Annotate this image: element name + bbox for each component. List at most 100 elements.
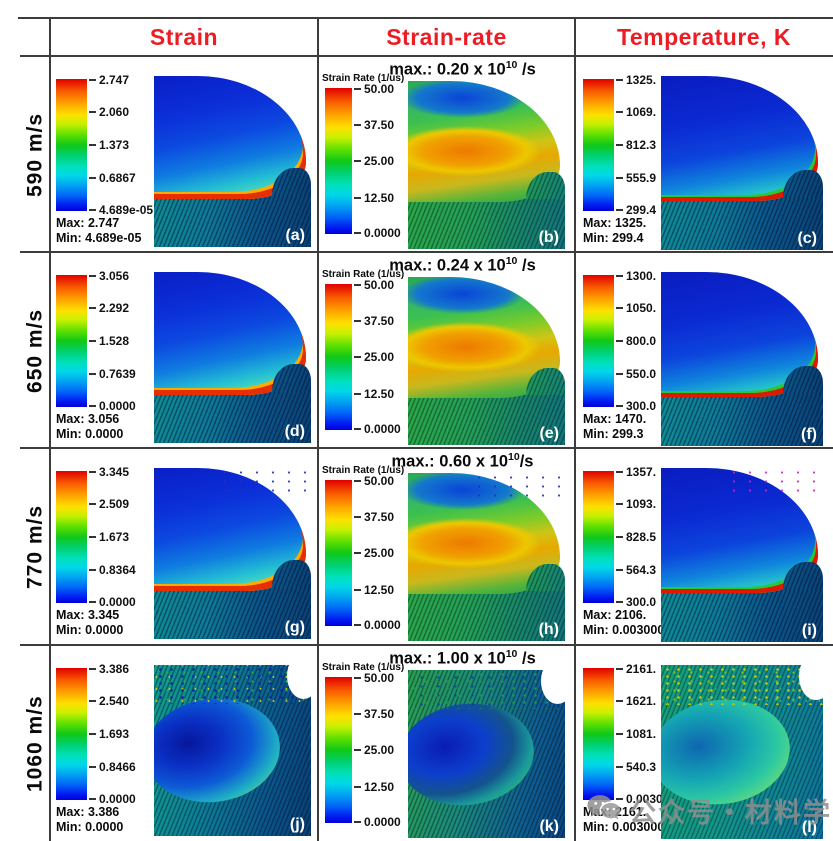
colorbar-tick: 37.50 bbox=[354, 707, 394, 721]
colorbar-tick: 3.386 bbox=[89, 662, 129, 676]
row-label-impact-speed: 590 m/s bbox=[23, 112, 47, 197]
colorbar-tick: 2.509 bbox=[89, 497, 129, 511]
colorbar-tick: 50.00 bbox=[354, 278, 394, 292]
colorbar: 3.056 2.292 1.528 0.7639 0.0000 bbox=[56, 269, 154, 413]
watermark: 公众号・材料学网 bbox=[586, 791, 833, 830]
grid-line-row2-row3 bbox=[20, 447, 833, 449]
max-value: Max: 3.345 bbox=[56, 608, 120, 622]
simulation-image: (i) bbox=[661, 468, 823, 642]
annotation-exponent: 10 bbox=[508, 451, 520, 463]
ejected-particles bbox=[470, 473, 565, 497]
colorbar-tick: 0.6867 bbox=[89, 171, 136, 185]
colorbar-gradient bbox=[325, 88, 352, 234]
colorbar-title: Strain Rate (1/us) bbox=[322, 269, 405, 280]
figure-panel: max.: 1.00 x 1010 /s Strain Rate (1/us) … bbox=[318, 646, 575, 841]
figure-panel: 1325. 1069. 812.3 555.9 299.4 Max: 1325.… bbox=[575, 57, 833, 252]
max-strain-rate-annotation: max.: 1.00 x 1010 /s bbox=[352, 648, 573, 669]
colorbar-tick: 0.0000 bbox=[89, 595, 136, 609]
row-label-impact-speed: 770 m/s bbox=[23, 504, 47, 590]
wechat-icon bbox=[586, 793, 622, 829]
colorbar-tick: 50.00 bbox=[354, 671, 394, 685]
max-value: Max: 1470. bbox=[583, 412, 647, 426]
colorbar-tick: 37.50 bbox=[354, 510, 394, 524]
colorbar-tick: 564.3 bbox=[616, 563, 656, 577]
colorbar-tick: 25.00 bbox=[354, 546, 394, 560]
colorbar-gradient bbox=[583, 471, 614, 603]
annotation-unit: /s bbox=[517, 60, 536, 79]
colorbar-tick: 1621. bbox=[616, 694, 656, 708]
colorbar-tick: 3.056 bbox=[89, 269, 129, 283]
colorbar: 3.345 2.509 1.673 0.8364 0.0000 bbox=[56, 465, 154, 609]
panel-letter: (d) bbox=[284, 423, 305, 440]
colorbar-tick: 37.50 bbox=[354, 118, 394, 132]
figure-panel: 2161. 1621. 1081. 540.3 0.003000 Max: 21… bbox=[575, 646, 833, 841]
colorbar-tick: 12.50 bbox=[354, 191, 394, 205]
colorbar-tick: 1050. bbox=[616, 301, 656, 315]
colorbar-tick: 50.00 bbox=[354, 474, 394, 488]
annotation-exponent: 10 bbox=[505, 59, 518, 71]
colorbar-tick: 25.00 bbox=[354, 350, 394, 364]
colorbar-tick: 1093. bbox=[616, 497, 656, 511]
colorbar: 2.747 2.060 1.373 0.6867 4.689e-05 bbox=[56, 73, 154, 217]
panel-letter: (h) bbox=[538, 621, 559, 638]
colorbar-tick: 800.0 bbox=[616, 334, 656, 348]
colorbar-tick: 299.4 bbox=[616, 203, 656, 217]
annotation-unit: /s bbox=[517, 649, 536, 668]
figure-panel: 1357. 1093. 828.5 564.3 300.0 Max: 2106.… bbox=[575, 449, 833, 645]
colorbar-tick: 1357. bbox=[616, 465, 656, 479]
simulation-image: (j) bbox=[154, 665, 311, 836]
colorbar-tick: 4.689e-05 bbox=[89, 203, 153, 217]
colorbar-maxmin: Max: 3.345 Min: 0.0000 bbox=[56, 608, 123, 638]
colorbar-gradient bbox=[56, 275, 87, 407]
column-title-strain: Strain bbox=[149, 24, 219, 50]
min-value: Min: 0.0000 bbox=[56, 426, 124, 441]
grid-line-col2-col3 bbox=[574, 18, 576, 841]
target-material bbox=[408, 588, 565, 641]
colorbar-tick: 300.0 bbox=[616, 595, 656, 609]
panel-letter: (c) bbox=[797, 230, 817, 247]
colorbar-tick: 1.673 bbox=[89, 530, 129, 544]
max-value: Max: 2.747 bbox=[56, 216, 120, 230]
colorbar-gradient bbox=[583, 79, 614, 211]
colorbar-tick: 3.345 bbox=[89, 465, 129, 479]
figure-panel: 3.056 2.292 1.528 0.7639 0.0000 Max: 3.0… bbox=[50, 253, 318, 448]
annotation-text: max.: 0.60 x 10 bbox=[391, 452, 509, 471]
colorbar-tick: 0.8466 bbox=[89, 760, 136, 774]
simulation-image: (e) bbox=[408, 277, 565, 445]
colorbar-tick: 12.50 bbox=[354, 780, 394, 794]
panel-letter: (j) bbox=[289, 816, 305, 833]
max-strain-rate-annotation: max.: 0.60 x 1010/s bbox=[352, 451, 573, 472]
colorbar-tick: 1.693 bbox=[89, 727, 129, 741]
colorbar-tick: 550.0 bbox=[616, 367, 656, 381]
colorbar-tick: 812.3 bbox=[616, 138, 656, 152]
target-material bbox=[408, 392, 565, 445]
panel-letter: (k) bbox=[539, 818, 559, 835]
colorbar: 50.00 37.50 25.00 12.50 0.0000 bbox=[325, 474, 419, 632]
figure-panel: 1300. 1050. 800.0 550.0 300.0 Max: 1470.… bbox=[575, 253, 833, 448]
colorbar-gradient bbox=[56, 79, 87, 211]
max-value: Max: 2106. bbox=[583, 608, 647, 622]
colorbar-tick: 0.0000 bbox=[354, 422, 401, 436]
max-value: Max: 1325. bbox=[583, 216, 647, 230]
colorbar-tick: 2161. bbox=[616, 662, 656, 676]
simulation-image: (f) bbox=[661, 272, 823, 446]
figure-panel: max.: 0.24 x 1010 /s Strain Rate (1/us) … bbox=[318, 253, 575, 448]
panel-letter: (a) bbox=[285, 227, 305, 244]
simulation-image: (l) bbox=[661, 665, 823, 839]
colorbar-tick: 1081. bbox=[616, 727, 656, 741]
annotation-text: max.: 0.20 x 10 bbox=[389, 60, 506, 79]
target-material bbox=[154, 586, 311, 639]
colorbar-gradient bbox=[325, 284, 352, 430]
panel-letter: (f) bbox=[801, 426, 817, 443]
ejected-particles bbox=[408, 670, 565, 709]
target-material bbox=[408, 196, 565, 249]
colorbar-tick: 1.528 bbox=[89, 334, 129, 348]
annotation-unit: /s bbox=[519, 452, 534, 471]
target-material bbox=[154, 194, 311, 247]
annotation-text: max.: 1.00 x 10 bbox=[389, 649, 506, 668]
colorbar-tick: 1069. bbox=[616, 105, 656, 119]
colorbar-tick: 828.5 bbox=[616, 530, 656, 544]
simulation-image: (a) bbox=[154, 76, 311, 247]
figure-panel: 3.386 2.540 1.693 0.8466 0.0000 Max: 3.3… bbox=[50, 646, 318, 841]
